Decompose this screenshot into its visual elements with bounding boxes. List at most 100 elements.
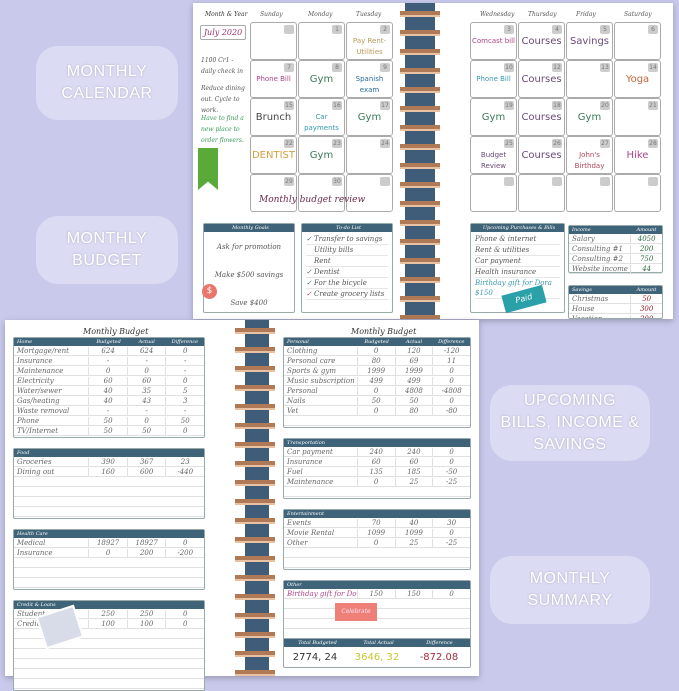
day-number: 14	[648, 63, 658, 72]
budget-row: Insurance 60 60 0	[284, 457, 470, 467]
day-note: DENTIST	[251, 150, 295, 161]
day-number	[552, 177, 562, 186]
day-number: 10	[504, 63, 514, 72]
calendar-day-cell[interactable]	[566, 174, 613, 212]
todo-item[interactable]: Utility bills	[306, 245, 388, 256]
calendar-day-cell[interactable]: 1	[298, 22, 345, 60]
calendar-day-cell[interactable]: 18 Courses	[518, 98, 565, 136]
callout-monthly-calendar: MONTHLY CALENDAR	[36, 46, 178, 120]
day-number	[284, 25, 294, 34]
todo-item[interactable]: Rent	[306, 256, 388, 267]
check-icon: ✓	[306, 268, 312, 276]
calendar-day-cell[interactable]: 16 Car payments	[298, 98, 345, 136]
week-note: Monthly budget review	[259, 195, 366, 205]
budget-row: Phone 50 0 50	[14, 416, 204, 426]
day-note: Gym	[481, 112, 506, 123]
day-number: 30	[332, 177, 342, 186]
budget-row: Medical 18927 18927 0	[14, 538, 204, 548]
budget-row: Dining out 160 600 -440	[14, 467, 204, 477]
summary-value: 3646, 32	[354, 651, 400, 663]
day-note: Gym	[577, 112, 602, 123]
budget-row: Maintenance 0 0-	[14, 366, 204, 376]
calendar-day-cell[interactable]: 10 Phone Bill	[470, 60, 517, 98]
budget-section: Home Budgeted Actual Difference Mortgage/ren…	[13, 337, 205, 438]
calendar-day-cell[interactable]: 22 DENTIST	[250, 136, 297, 174]
day-number: 15	[284, 101, 294, 110]
month-value: July 2020	[200, 25, 246, 40]
calendar-day-cell[interactable]: 3 Comcast bill	[470, 22, 517, 60]
calendar-day-cell[interactable]: 7 Phone Bill	[250, 60, 297, 98]
budget-row: Water/sewer 40 35 5	[14, 386, 204, 396]
goal-item: Make $500 savings	[214, 271, 284, 279]
calendar-day-cell[interactable]: 30	[298, 174, 345, 212]
budget-row: Vet 0 80 -80	[284, 406, 470, 416]
todo-item[interactable]: ✓ For the bicycle	[306, 278, 388, 289]
calendar-day-cell[interactable]: 9 Spanish exam	[346, 60, 393, 98]
day-note: Courses	[521, 74, 562, 85]
day-number: 28	[648, 139, 658, 148]
calendar-day-cell[interactable]: 19 Gym	[470, 98, 517, 136]
todo-item[interactable]: ✓ Transfer to savings	[306, 234, 388, 245]
dollar-sticker: $	[202, 284, 217, 299]
calendar-day-cell[interactable]: 12 Courses	[518, 60, 565, 98]
upcoming-item: Phone & internet	[475, 234, 560, 245]
calendar-day-cell[interactable]: 8 Gym	[298, 60, 345, 98]
calendar-day-cell[interactable]: 25 Budget Review	[470, 136, 517, 174]
day-header: Tuesday	[356, 11, 382, 18]
side-note: Reduce dining out. Cycle to work.	[201, 85, 245, 114]
day-note: Gym	[357, 112, 382, 123]
calendar-day-cell[interactable]: 4 Courses	[518, 22, 565, 60]
budget-section: Personal Budgeted Actual Difference Clothing…	[283, 337, 471, 428]
check-icon: ✓	[306, 235, 312, 243]
calendar-day-cell[interactable]: 29	[250, 174, 297, 212]
todo-item[interactable]: ✓ Dentist	[306, 267, 388, 278]
calendar-day-cell[interactable]: 28 Hike	[614, 136, 661, 174]
calendar-day-cell[interactable]: 27 John's Birthday	[566, 136, 613, 174]
summary-value: -872.08	[419, 651, 459, 663]
celebrate-sticker: Celebrate	[335, 603, 377, 621]
calendar-day-cell[interactable]: 2 Pay Rent-Utilities	[346, 22, 393, 60]
calendar-day-cell[interactable]: 23 Gym	[298, 136, 345, 174]
calendar-day-cell[interactable]: 5 Savings	[566, 22, 613, 60]
calendar-day-cell[interactable]: 14 Yoga	[614, 60, 661, 98]
day-note: Gym	[309, 150, 334, 161]
calendar-day-cell[interactable]: 15 Brunch	[250, 98, 297, 136]
calendar-day-cell[interactable]: 6	[614, 22, 661, 60]
calendar-day-cell[interactable]	[614, 174, 661, 212]
calendar-day-cell[interactable]	[346, 174, 393, 212]
savings-row: Vacation 200	[569, 314, 662, 318]
day-header: Thursday	[528, 11, 557, 18]
day-note: Gym	[309, 74, 334, 85]
day-header: Monday	[308, 11, 333, 18]
budget-row: Electricity 60 60 0	[14, 376, 204, 386]
day-header: Friday	[576, 11, 596, 18]
day-number: 9	[380, 63, 390, 72]
day-number: 4	[552, 25, 562, 34]
spiral-binding	[235, 320, 275, 676]
todo-item[interactable]: ✓ Create grocery lists	[306, 289, 388, 300]
day-number: 13	[600, 63, 610, 72]
calendar-day-cell[interactable]	[518, 174, 565, 212]
calendar-day-cell[interactable]	[250, 22, 297, 60]
day-number: 19	[504, 101, 514, 110]
calendar-planner: Sunday Monday Tuesday Wednesday Thursday Frid…	[193, 3, 673, 319]
day-note: Phone Bill	[256, 75, 291, 83]
calendar-day-cell[interactable]: 26 Courses	[518, 136, 565, 174]
calendar-day-cell[interactable]: 13	[566, 60, 613, 98]
budget-row: TV/Internet 50 50 0	[14, 426, 204, 436]
calendar-day-cell[interactable]: 17 Gym	[346, 98, 393, 136]
income-row: Consulting #1 200	[569, 244, 662, 254]
budget-row: Maintenance 0 25 -25	[284, 477, 470, 487]
savings-table: Savings Amount Christmas 50 House 300 Vacation…	[568, 285, 663, 319]
budget-title: Monthly Budget	[351, 327, 417, 336]
calendar-day-cell[interactable]: 20 Gym	[566, 98, 613, 136]
side-note: 1100 Cr1 - daily check in	[201, 57, 244, 75]
budget-section: Health Care Medical 18927 18927 0 Insurance 0 2…	[13, 529, 205, 590]
budget-row: Nails 50 50 0	[284, 396, 470, 406]
day-note: Yoga	[625, 74, 650, 85]
calendar-day-cell[interactable]: 24	[346, 136, 393, 174]
income-row: Consulting #2 750	[569, 254, 662, 264]
side-note: Have to find a new place to order flower…	[201, 115, 244, 144]
calendar-day-cell[interactable]: 21	[614, 98, 661, 136]
calendar-day-cell[interactable]	[470, 174, 517, 212]
